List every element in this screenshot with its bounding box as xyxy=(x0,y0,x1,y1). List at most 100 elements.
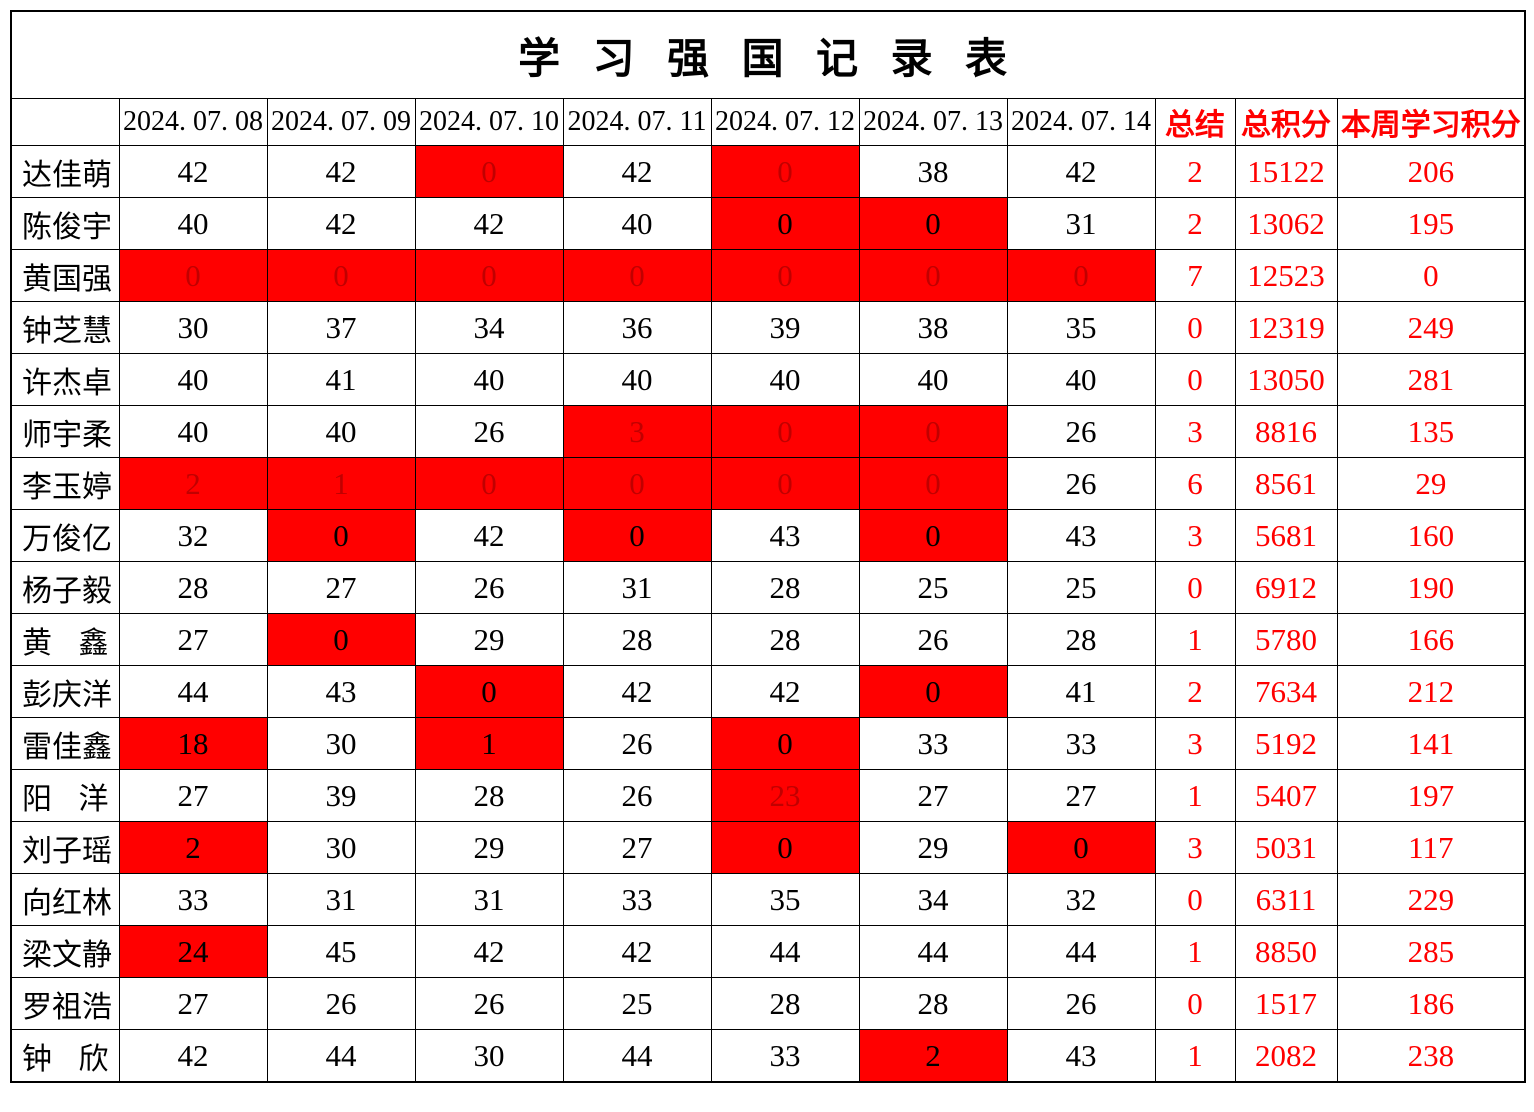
student-name: 彭庆洋 xyxy=(10,665,120,718)
score-cell-highlighted: 24 xyxy=(118,925,268,978)
score-cell-highlighted: 0 xyxy=(710,457,860,510)
score-cell: 25 xyxy=(858,561,1008,614)
week-points-cell: 166 xyxy=(1336,613,1526,666)
student-name: 向红林 xyxy=(10,873,120,926)
summary-count-cell: 1 xyxy=(1154,613,1236,666)
summary-count-cell: 0 xyxy=(1154,301,1236,354)
week-points-cell: 195 xyxy=(1336,197,1526,250)
student-name: 钟芝慧 xyxy=(10,301,120,354)
week-points-cell: 29 xyxy=(1336,457,1526,510)
score-cell: 43 xyxy=(710,509,860,562)
score-cell: 41 xyxy=(266,353,416,406)
record-table: 学 习 强 国 记 录 表 2024. 07. 08 2024. 07. 09 20… xyxy=(10,10,1527,1083)
week-points-cell: 229 xyxy=(1336,873,1526,926)
column-header-date: 2024. 07. 13 xyxy=(858,98,1008,146)
table-body: 达佳萌 42 42 0 42 0 38 42 2 15122 206 陈俊宇 40 42 42 40 0 0 31 2… xyxy=(10,145,1526,1083)
score-cell: 33 xyxy=(562,873,712,926)
score-cell: 42 xyxy=(266,145,416,198)
student-name: 陈俊宇 xyxy=(10,197,120,250)
total-points-cell: 1517 xyxy=(1234,977,1338,1030)
score-cell-highlighted: 0 xyxy=(562,249,712,302)
column-header-date: 2024. 07. 08 xyxy=(118,98,268,146)
score-cell: 26 xyxy=(414,977,564,1030)
score-cell: 27 xyxy=(118,769,268,822)
score-cell: 42 xyxy=(414,197,564,250)
score-cell-highlighted: 0 xyxy=(118,249,268,302)
table-row: 黄国强 0 0 0 0 0 0 0 7 12523 0 xyxy=(10,249,1526,302)
score-cell: 28 xyxy=(710,977,860,1030)
total-points-cell: 13062 xyxy=(1234,197,1338,250)
score-cell: 42 xyxy=(118,145,268,198)
score-cell: 40 xyxy=(118,197,268,250)
score-cell: 42 xyxy=(562,145,712,198)
score-cell: 31 xyxy=(414,873,564,926)
summary-count-cell: 3 xyxy=(1154,821,1236,874)
score-cell: 27 xyxy=(858,769,1008,822)
summary-count-cell: 0 xyxy=(1154,977,1236,1030)
summary-count-cell: 1 xyxy=(1154,925,1236,978)
week-points-cell: 281 xyxy=(1336,353,1526,406)
week-points-cell: 285 xyxy=(1336,925,1526,978)
column-header-summary: 总结 xyxy=(1154,98,1236,146)
week-points-cell: 141 xyxy=(1336,717,1526,770)
score-cell-highlighted: 0 xyxy=(710,249,860,302)
score-cell: 39 xyxy=(266,769,416,822)
score-cell: 26 xyxy=(266,977,416,1030)
summary-count-cell: 0 xyxy=(1154,561,1236,614)
column-header-date: 2024. 07. 11 xyxy=(562,98,712,146)
summary-count-cell: 7 xyxy=(1154,249,1236,302)
score-cell: 27 xyxy=(1006,769,1156,822)
score-cell-highlighted: 0 xyxy=(266,249,416,302)
student-name: 师宇柔 xyxy=(10,405,120,458)
score-cell: 42 xyxy=(266,197,416,250)
total-points-cell: 5681 xyxy=(1234,509,1338,562)
score-cell-highlighted: 0 xyxy=(858,197,1008,250)
summary-count-cell: 3 xyxy=(1154,509,1236,562)
column-header-summary: 本周学习积分 xyxy=(1336,98,1526,146)
header-row: 2024. 07. 08 2024. 07. 09 2024. 07. 10 2024… xyxy=(10,98,1526,146)
total-points-cell: 8850 xyxy=(1234,925,1338,978)
score-cell: 40 xyxy=(562,353,712,406)
total-points-cell: 7634 xyxy=(1234,665,1338,718)
score-cell: 33 xyxy=(710,1029,860,1083)
week-points-cell: 160 xyxy=(1336,509,1526,562)
week-points-cell: 135 xyxy=(1336,405,1526,458)
score-cell: 42 xyxy=(562,665,712,718)
total-points-cell: 5780 xyxy=(1234,613,1338,666)
score-cell: 28 xyxy=(562,613,712,666)
score-cell: 28 xyxy=(710,561,860,614)
total-points-cell: 5031 xyxy=(1234,821,1338,874)
column-header-date: 2024. 07. 09 xyxy=(266,98,416,146)
score-cell: 35 xyxy=(710,873,860,926)
score-cell: 42 xyxy=(414,925,564,978)
student-name: 黄国强 xyxy=(10,249,120,302)
week-points-cell: 197 xyxy=(1336,769,1526,822)
score-cell: 26 xyxy=(1006,405,1156,458)
score-cell-highlighted: 2 xyxy=(858,1029,1008,1083)
score-cell: 40 xyxy=(710,353,860,406)
score-cell: 43 xyxy=(1006,509,1156,562)
summary-count-cell: 3 xyxy=(1154,405,1236,458)
score-cell-highlighted: 1 xyxy=(266,457,416,510)
week-points-cell: 212 xyxy=(1336,665,1526,718)
score-cell-highlighted: 0 xyxy=(858,457,1008,510)
total-points-cell: 13050 xyxy=(1234,353,1338,406)
score-cell: 34 xyxy=(858,873,1008,926)
table-row: 彭庆洋 44 43 0 42 42 0 41 2 7634 212 xyxy=(10,665,1526,718)
student-name: 许杰卓 xyxy=(10,353,120,406)
score-cell-highlighted: 0 xyxy=(1006,249,1156,302)
score-cell: 44 xyxy=(266,1029,416,1083)
score-cell: 40 xyxy=(266,405,416,458)
week-points-cell: 249 xyxy=(1336,301,1526,354)
column-header-date: 2024. 07. 10 xyxy=(414,98,564,146)
score-cell-highlighted: 0 xyxy=(414,145,564,198)
score-cell-highlighted: 0 xyxy=(562,509,712,562)
score-cell: 26 xyxy=(414,405,564,458)
total-points-cell: 2082 xyxy=(1234,1029,1338,1083)
total-points-cell: 5192 xyxy=(1234,717,1338,770)
score-cell: 36 xyxy=(562,301,712,354)
score-cell: 25 xyxy=(562,977,712,1030)
score-cell: 26 xyxy=(1006,977,1156,1030)
score-cell: 43 xyxy=(1006,1029,1156,1083)
